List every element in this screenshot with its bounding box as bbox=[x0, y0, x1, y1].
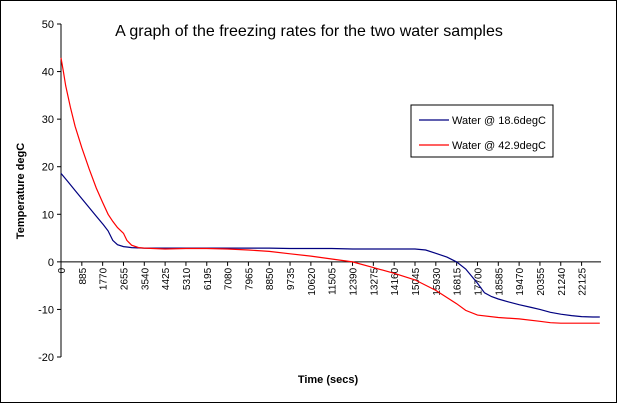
x-tick-label: 2655 bbox=[119, 267, 130, 290]
x-tick-label: 1770 bbox=[99, 267, 110, 290]
x-tick-label: 16815 bbox=[453, 267, 464, 295]
x-tick-label: 3540 bbox=[140, 267, 151, 290]
x-tick-label: 22125 bbox=[578, 267, 589, 295]
x-tick-label: 885 bbox=[78, 267, 89, 284]
x-tick-label: 7965 bbox=[244, 267, 255, 290]
x-tick-label: 11505 bbox=[328, 267, 339, 295]
x-tick-label: 12390 bbox=[349, 267, 360, 295]
legend: Water @ 18.6degC Water @ 42.9degC bbox=[410, 104, 554, 158]
legend-box bbox=[410, 104, 554, 158]
chart-title: A graph of the freezing rates for the tw… bbox=[115, 23, 503, 40]
x-tick-label: 18585 bbox=[494, 267, 505, 295]
y-tick-label: -20 bbox=[38, 352, 54, 364]
x-tick-label: 9735 bbox=[286, 267, 297, 290]
x-tick-label: 7080 bbox=[224, 267, 235, 290]
y-axis-title: Temperature degC bbox=[15, 143, 27, 239]
x-tick-label: 5310 bbox=[182, 267, 193, 290]
x-tick-label: 19470 bbox=[515, 267, 526, 295]
y-tick-label: 10 bbox=[42, 209, 54, 221]
x-tick-label: 13275 bbox=[369, 267, 380, 295]
x-tick-label: 15045 bbox=[411, 267, 422, 295]
y-tick-label: 50 bbox=[42, 19, 54, 31]
legend-label-series-1: Water @ 18.6degC bbox=[452, 115, 546, 127]
y-tick-label: 20 bbox=[42, 162, 54, 174]
x-tick-label: 4425 bbox=[161, 267, 172, 290]
legend-label-series-2: Water @ 42.9degC bbox=[452, 140, 546, 152]
x-tick-label: 21240 bbox=[557, 267, 568, 295]
x-tick-label: 20355 bbox=[536, 267, 547, 295]
x-axis-title: Time (secs) bbox=[298, 374, 359, 386]
x-tick-label: 0 bbox=[57, 267, 68, 273]
x-tick-label: 6195 bbox=[203, 267, 214, 290]
y-tick-label: 40 bbox=[42, 67, 54, 79]
y-tick-label: 0 bbox=[48, 257, 54, 269]
x-tick-label: 8850 bbox=[265, 267, 276, 290]
x-tick-label: 10620 bbox=[307, 267, 318, 295]
x-tick-label: 14160 bbox=[390, 267, 401, 295]
series-line-1 bbox=[60, 173, 600, 318]
x-tick-label: 17700 bbox=[473, 267, 484, 295]
series-line-2 bbox=[60, 57, 600, 324]
x-tick-label: 15930 bbox=[432, 267, 443, 295]
y-tick-label: 30 bbox=[42, 114, 54, 126]
y-tick-label: -10 bbox=[38, 304, 54, 316]
